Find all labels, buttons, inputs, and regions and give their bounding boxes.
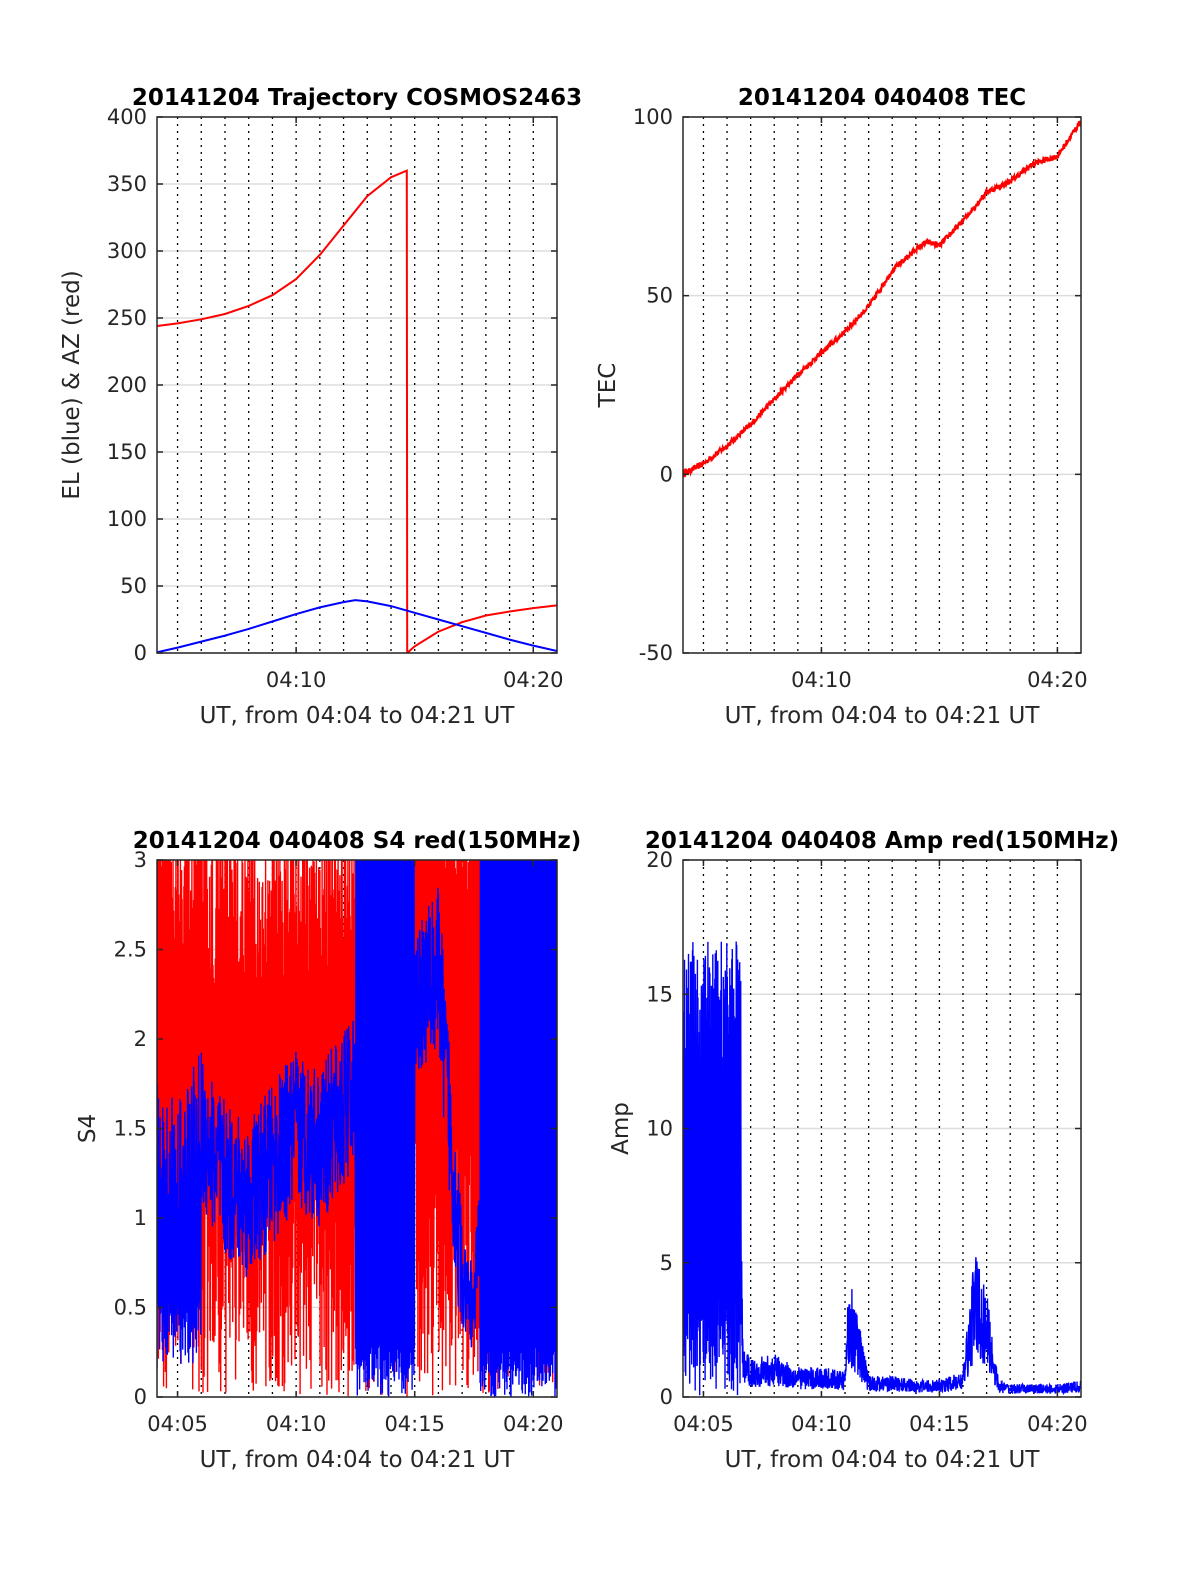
y-tick-label: 100	[633, 105, 673, 129]
x-tick-label: 04:15	[909, 1412, 970, 1436]
x-tick-label: 04:10	[791, 668, 852, 692]
x-tick-label: 04:10	[266, 668, 327, 692]
x-tick-label: 04:10	[266, 1412, 327, 1436]
x-axis-label: UT, from 04:04 to 04:21 UT	[200, 1447, 516, 1473]
y-tick-label: 0.5	[114, 1296, 147, 1320]
y-tick-label: 200	[107, 373, 147, 397]
y-tick-label: 300	[107, 239, 147, 263]
series-line-s4-blue	[157, 860, 557, 1397]
chart-trajectory: 0 50 100 150 200 250 300 350 400 04:10 04:20 201412…	[59, 85, 582, 729]
y-tick-label: 20	[646, 848, 673, 872]
y-tick-label: 0	[134, 641, 147, 665]
y-tick-label: 150	[107, 440, 147, 464]
series-line-el	[157, 599, 557, 653]
y-axis-label: S4	[75, 1114, 101, 1143]
y-tick-label: 0	[660, 462, 673, 486]
chart-title: 20141204 040408 S4 red(150MHz)	[133, 828, 582, 854]
y-tick-label: 10	[646, 1117, 673, 1141]
x-tick-label: 04:20	[1027, 668, 1088, 692]
y-tick-label: 400	[107, 105, 147, 129]
y-tick-label: 1.5	[114, 1117, 147, 1141]
y-tick-label: 2	[134, 1027, 147, 1051]
series-line-tec	[683, 120, 1081, 478]
chart-title: 20141204 040408 Amp red(150MHz)	[645, 828, 1119, 854]
axes-frame	[682, 116, 1082, 654]
x-tick-label: 04:20	[1027, 1412, 1088, 1436]
y-tick-label: 2.5	[114, 938, 147, 962]
y-tick-label: 50	[646, 284, 673, 308]
y-tick-label: 250	[107, 306, 147, 330]
x-tick-label: 04:05	[147, 1412, 208, 1436]
plot-area	[157, 860, 557, 1397]
y-axis-label: Amp	[608, 1102, 634, 1155]
x-axis-label: UT, from 04:04 to 04:21 UT	[725, 1447, 1041, 1473]
y-axis-label: EL (blue) & AZ (red)	[59, 270, 85, 499]
chart-tec: -50 0 50 100 04:10 04:20 20141204 040408 TEC UT…	[595, 85, 1088, 729]
plot-area	[683, 941, 1081, 1396]
x-tick-label: 04:20	[503, 668, 564, 692]
chart-title: 20141204 040408 TEC	[738, 85, 1026, 111]
x-axis-label: UT, from 04:04 to 04:21 UT	[725, 703, 1041, 729]
y-tick-label: 100	[107, 507, 147, 531]
chart-s4: 0 0.5 1 1.5 2 2.5 3 04:05 04:10 04:15 04:20 2014120…	[75, 828, 581, 1473]
y-tick-label: 0	[660, 1385, 673, 1409]
y-tick-label: 15	[646, 982, 673, 1006]
y-tick-label: 1	[134, 1206, 147, 1230]
y-tick-label: 3	[134, 848, 147, 872]
chart-title: 20141204 Trajectory COSMOS2463	[132, 85, 582, 111]
x-tick-label: 04:20	[503, 1412, 564, 1436]
series-line-az	[157, 169, 557, 653]
x-tick-label: 04:15	[384, 1412, 445, 1436]
y-tick-label: 5	[660, 1251, 673, 1275]
plot-area	[157, 169, 557, 653]
plot-area	[683, 120, 1081, 478]
x-tick-label: 04:05	[673, 1412, 734, 1436]
series-line-amp	[683, 941, 1081, 1396]
y-tick-label: -50	[639, 641, 673, 665]
x-axis-label: UT, from 04:04 to 04:21 UT	[200, 703, 516, 729]
y-tick-label: 50	[120, 574, 147, 598]
chart-amp: 0 5 10 15 20 04:05 04:10 04:15 04:20 20141204 040…	[608, 828, 1119, 1473]
y-axis-label: TEC	[595, 363, 621, 409]
y-tick-label: 350	[107, 172, 147, 196]
y-tick-label: 0	[134, 1385, 147, 1409]
x-tick-label: 04:10	[791, 1412, 852, 1436]
